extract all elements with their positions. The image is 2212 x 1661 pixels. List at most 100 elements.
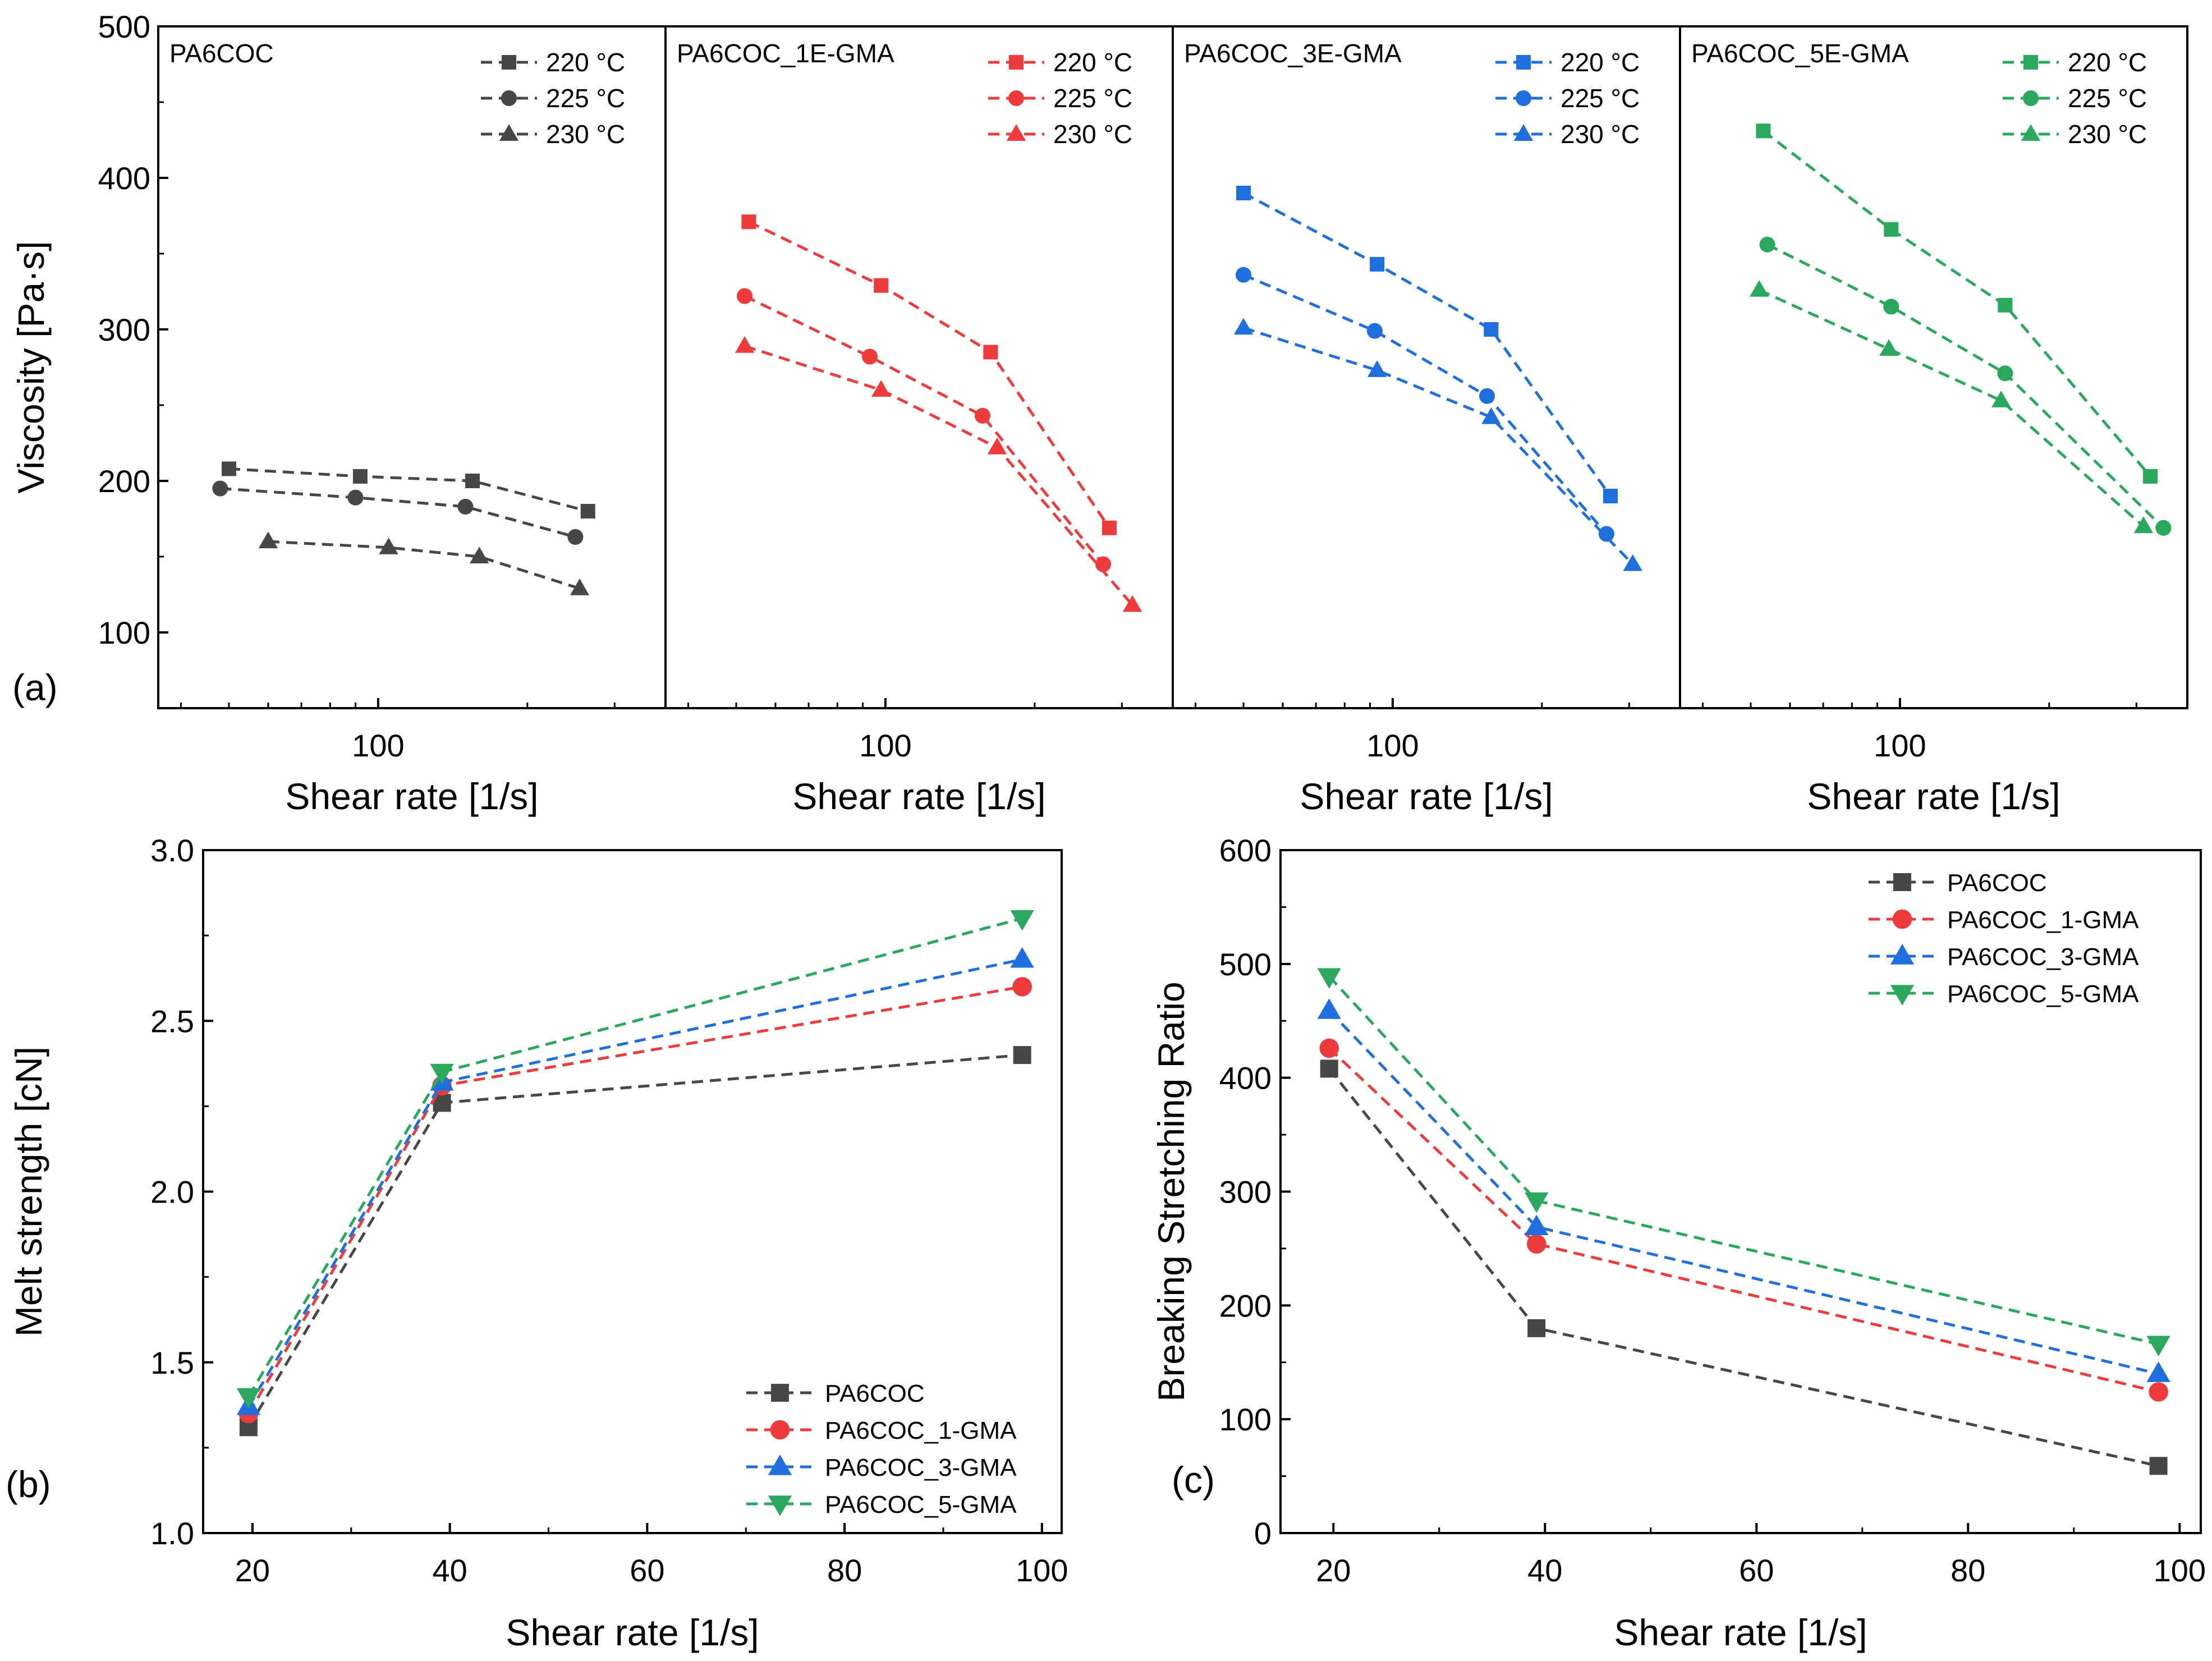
legend-marker (770, 1420, 790, 1440)
data-point (1012, 977, 1032, 997)
y-axis-label: Breaking Stretching Ratio (1150, 981, 1192, 1401)
legend-item: PA6COC_5-GMA (1869, 980, 2139, 1008)
data-point (1991, 391, 2011, 407)
series-line (247, 985, 1023, 1415)
legend-label: 225 °C (2068, 84, 2147, 113)
data-point (470, 547, 489, 564)
data-point (430, 1063, 454, 1085)
data-point (1623, 554, 1642, 571)
series-pa6coc (239, 1046, 1031, 1437)
legend-label: 220 °C (1561, 48, 1640, 77)
y-tick-label: 300 (1219, 1174, 1272, 1210)
data-point (1526, 1234, 1546, 1254)
series-230-c (258, 531, 590, 595)
legend: 220 °C 225 °C 230 °C (2003, 48, 2147, 149)
data-point (1484, 322, 1499, 337)
panel-label-c: (c) (1172, 1459, 1215, 1501)
data-point (1010, 947, 1034, 968)
y-tick-label: 1.0 (150, 1516, 194, 1551)
panel-b-melt-strength: 20 40 60 80 100 Shear rate [1/s] 1.0 1.5 2.0 2.5 3… (8, 833, 1068, 1653)
data-point (1997, 365, 2013, 382)
legend-item: 220 °C (1495, 48, 1640, 77)
y-tick-label: 500 (98, 9, 150, 44)
legend-marker (771, 1384, 789, 1402)
legend-marker (2023, 55, 2038, 70)
data-point (1102, 520, 1117, 535)
legend-label: 230 °C (2068, 120, 2147, 149)
legend-marker (2022, 90, 2039, 107)
legend: 220 °C 225 °C 230 °C (988, 48, 1132, 149)
legend-item: 230 °C (481, 120, 625, 149)
data-point (352, 469, 368, 484)
series-line (1328, 1067, 2159, 1467)
data-point (983, 345, 998, 360)
panel-a-viscosity: 100 200 300 400 500 Viscosity [Pa·s] 100 Shear … (10, 9, 2188, 817)
panel-c-breaking-stretching-ratio: 20 40 60 80 100 Shear rate [1/s] 0 100 200 300 400… (1150, 833, 2206, 1653)
y-tick-label: 3.0 (150, 833, 194, 868)
legend-label: PA6COC_1-GMA (1947, 906, 2139, 934)
panel-label-b: (b) (6, 1463, 51, 1505)
x-tick-label: 100 (859, 728, 911, 763)
y-tick-label: 100 (98, 615, 150, 650)
legend-label: 225 °C (546, 84, 625, 113)
data-point (2155, 520, 2172, 536)
data-point (457, 498, 474, 515)
data-point (862, 348, 878, 365)
data-point (1749, 280, 1769, 297)
x-tick-label: 40 (1527, 1553, 1562, 1588)
subplot-pa6coc: 100 Shear rate [1/s] PA6COC 220 °C 225 °C 230… (157, 25, 667, 817)
series-line (228, 467, 589, 513)
series-220-c (1236, 186, 1618, 503)
legend-item: PA6COC (1869, 869, 2047, 897)
subplot-frame (1679, 25, 2188, 709)
x-tick-label: 80 (827, 1553, 862, 1588)
legend-label: 220 °C (1053, 48, 1132, 77)
data-point (1010, 910, 1034, 931)
series-220-c (222, 461, 595, 519)
x-axis-label: Shear rate [1/s] (506, 1612, 759, 1653)
y-tick-label: 600 (1219, 833, 1272, 868)
y-axis-label: Melt strength [cN] (8, 1047, 49, 1337)
data-point (222, 461, 237, 476)
series-230-c (1233, 318, 1642, 571)
legend: PA6COC PA6COC_1-GMA PA6COC_3-GMA PA6COC_5-G… (746, 1380, 1017, 1518)
legend-marker (501, 90, 517, 107)
legend-item: PA6COC (746, 1380, 925, 1407)
series-line (1328, 1047, 2159, 1393)
data-point (1598, 526, 1614, 542)
data-point (1317, 968, 1341, 989)
legend-item: 225 °C (988, 84, 1132, 113)
legend-marker (1516, 55, 1531, 70)
series-line (748, 221, 1111, 529)
series-line (1243, 326, 1634, 566)
legend-label: 225 °C (1561, 84, 1640, 113)
series-225-c (1759, 236, 2172, 536)
x-tick-label: 100 (1366, 728, 1419, 763)
series-line (247, 917, 1023, 1397)
y-tick-label: 100 (1219, 1402, 1272, 1437)
data-point (1366, 323, 1383, 339)
data-point (1479, 388, 1495, 404)
data-point (735, 336, 755, 353)
data-point (1525, 1192, 1549, 1213)
x-axis-label: Shear rate [1/s] (1300, 776, 1553, 817)
series-pa6coc-3-gma (1317, 998, 2170, 1382)
series-230-c (735, 336, 1142, 612)
data-point (212, 480, 228, 497)
data-point (2146, 1336, 2170, 1357)
y-tick-label: 2.0 (150, 1174, 194, 1210)
legend-item: 225 °C (1495, 84, 1640, 113)
legend: 220 °C 225 °C 230 °C (481, 48, 625, 149)
data-point (1883, 299, 1899, 315)
legend-item: PA6COC_1-GMA (746, 1417, 1017, 1444)
series-pa6coc-1-gma (238, 977, 1032, 1424)
data-point (1367, 360, 1387, 377)
legend-label: PA6COC_3-GMA (825, 1454, 1017, 1481)
series-pa6coc-1-gma (1319, 1038, 2168, 1402)
series-220-c (1756, 123, 2158, 484)
series-225-c (212, 480, 584, 545)
legend-item: PA6COC_1-GMA (1869, 906, 2139, 934)
legend-marker (1009, 55, 1024, 70)
